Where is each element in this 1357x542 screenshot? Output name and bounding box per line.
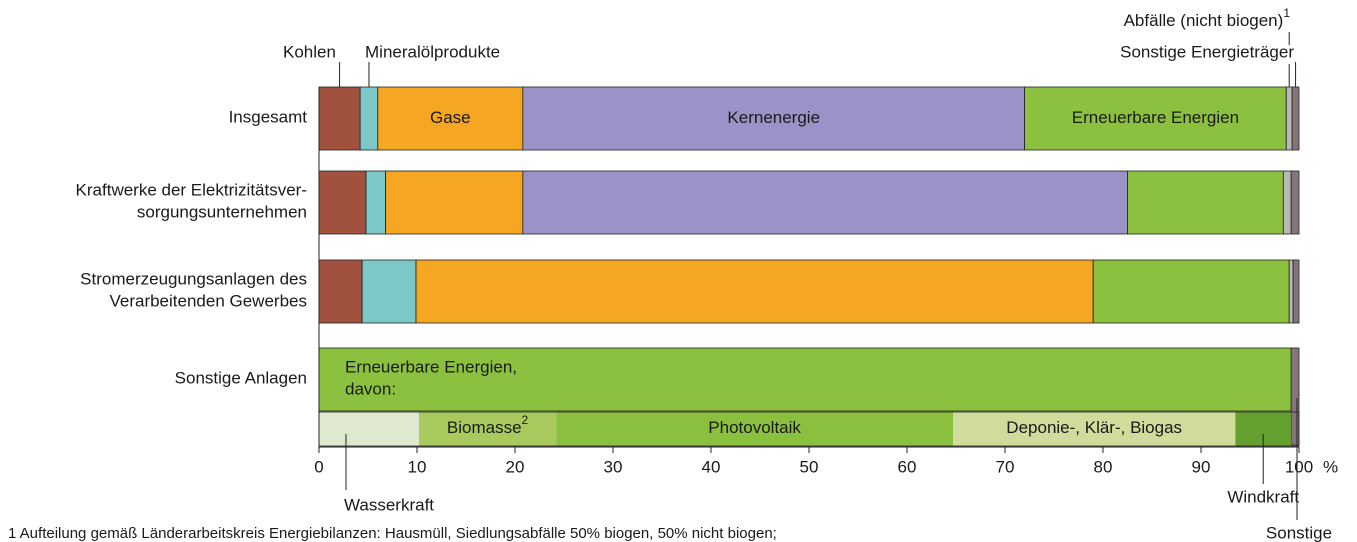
breakdown-title-line: davon: xyxy=(345,380,396,399)
bar-segment xyxy=(385,170,524,235)
x-tick-label: 10 xyxy=(408,457,427,476)
bar-segment xyxy=(318,259,363,324)
x-tick-label: 30 xyxy=(604,457,623,476)
x-unit: % xyxy=(1323,457,1338,476)
breakdown-title: Erneuerbare Energien, davon: xyxy=(345,358,517,399)
breakdown-title-line: Erneuerbare Energien, xyxy=(345,358,517,377)
breakdown-label: Biomasse2 xyxy=(447,413,529,437)
bar-segment xyxy=(415,259,1094,324)
bar-segment xyxy=(377,86,524,151)
bar-segment xyxy=(1092,259,1290,324)
x-tick-label: 40 xyxy=(702,457,721,476)
bar-segment xyxy=(1127,170,1284,235)
x-tick-label: 90 xyxy=(1192,457,1211,476)
legend-label: Sonstige Energieträger xyxy=(1120,42,1294,61)
x-tick-label: 0 xyxy=(314,457,323,476)
footnote: 1 Aufteilung gemäß Länderarbeitskreis En… xyxy=(8,525,777,542)
bar-segment xyxy=(318,347,1292,412)
breakdown-label: Windkraft xyxy=(1227,487,1299,506)
row-label-line: Stromerzeugungsanlagen des xyxy=(80,270,307,289)
bar-segment xyxy=(1290,170,1300,235)
x-tick-label: 20 xyxy=(506,457,525,476)
bar-segment xyxy=(522,86,1026,151)
breakdown-label: Photovoltaik xyxy=(708,418,801,437)
x-tick-label: 70 xyxy=(996,457,1015,476)
bar-segment xyxy=(1291,86,1300,151)
breakdown-segment xyxy=(556,412,954,446)
row-label: Insgesamt xyxy=(229,108,308,127)
bar-segment xyxy=(1282,170,1292,235)
row-label-line: Verarbeitenden Gewerbes xyxy=(109,292,307,311)
legend-label: Mineralölprodukte xyxy=(365,42,500,61)
breakdown-label-text: Biomasse xyxy=(447,418,522,437)
bar-segment xyxy=(1290,347,1300,446)
bar-segment xyxy=(1288,259,1294,324)
row-label: Sonstige Anlagen xyxy=(175,369,307,388)
breakdown-label-text: Deponie-, Klär-, Biogas xyxy=(1006,418,1182,437)
breakdown-segment xyxy=(953,412,1236,446)
bar-segment xyxy=(365,170,387,235)
legend-label-text: Abfälle (nicht biogen) xyxy=(1124,11,1284,30)
bar-segment xyxy=(318,86,361,151)
segment-label: Erneuerbare Energien xyxy=(1072,108,1239,127)
breakdown-segment xyxy=(319,412,419,446)
breakdown-label: Wasserkraft xyxy=(344,495,434,514)
bar-segment xyxy=(522,170,1128,235)
x-tick-label: 50 xyxy=(800,457,819,476)
footnote-marker: 1 xyxy=(1283,6,1290,20)
row-label-line: Kraftwerke der Elektrizitätsver- xyxy=(76,181,307,200)
breakdown-label-text: Photovoltaik xyxy=(708,418,801,437)
bar-segment xyxy=(318,170,367,235)
breakdown-label: Deponie-, Klär-, Biogas xyxy=(1006,418,1182,437)
row-label: Stromerzeugungsanlagen des Verarbeitenden… xyxy=(80,270,307,311)
row-label-line: sorgungsunternehmen xyxy=(137,203,307,222)
bar-segment xyxy=(361,259,417,324)
other-label: Sonstige xyxy=(1266,523,1332,542)
bar-segment xyxy=(1285,86,1293,151)
bar-segment xyxy=(1024,86,1287,151)
row-label-line: Sonstige Anlagen xyxy=(175,369,307,388)
bar-segment xyxy=(1292,259,1300,324)
segment-label: Gase xyxy=(430,108,471,127)
legend-label: Kohlen xyxy=(283,42,336,61)
x-tick-label: 80 xyxy=(1094,457,1113,476)
bar-segment xyxy=(359,86,379,151)
breakdown-segment xyxy=(418,412,557,446)
row-label-line: Insgesamt xyxy=(229,108,308,127)
legend-label: Abfälle (nicht biogen)1 xyxy=(1124,6,1291,30)
x-tick-label: 60 xyxy=(898,457,917,476)
x-tick-label: 100 xyxy=(1285,457,1313,476)
row-label: Kraftwerke der Elektrizitätsver-sorgungs… xyxy=(76,181,307,222)
segment-label: Kernenergie xyxy=(727,108,820,127)
footnote-marker: 2 xyxy=(522,413,529,427)
